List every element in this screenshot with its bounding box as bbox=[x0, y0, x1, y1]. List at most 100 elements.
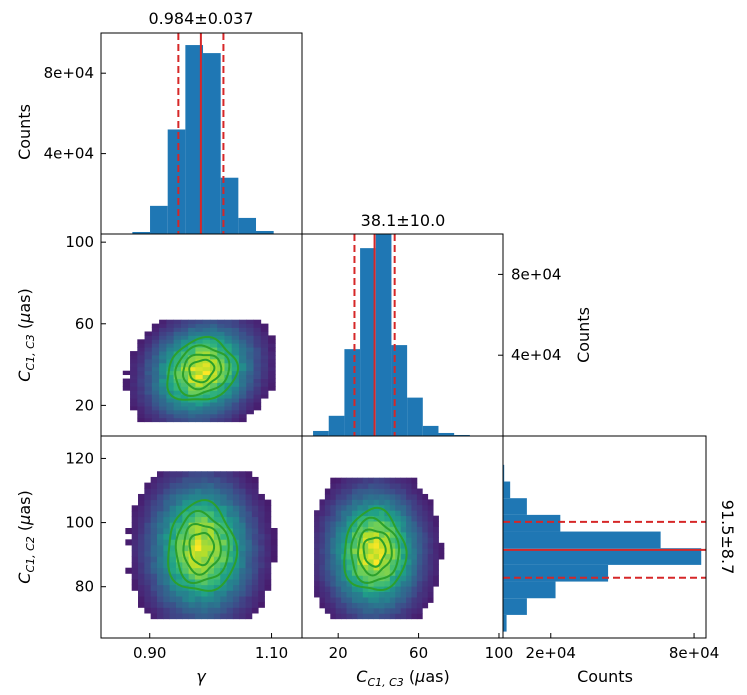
c13-c12-cell-23-11 bbox=[373, 488, 380, 495]
gamma-c13-cell-5-15 bbox=[209, 398, 218, 403]
gamma-c13-cell-10-19 bbox=[238, 378, 247, 383]
c13-c12-cell-18-7 bbox=[351, 515, 358, 522]
gamma-hist-bar-7 bbox=[256, 230, 274, 234]
gamma-c13-cell-9-7 bbox=[151, 382, 160, 387]
gamma-c13-cell-15-20 bbox=[246, 358, 254, 364]
gamma-c12-cell-3-14 bbox=[213, 596, 221, 603]
gamma-c13-cell-16-6 bbox=[144, 355, 153, 360]
gamma-c12-cell-20-8 bbox=[175, 499, 183, 506]
gamma-c12-cell-5-1 bbox=[131, 584, 139, 591]
gamma-c13-cell-12-8 bbox=[159, 370, 167, 376]
gamma-c12-cell-0-5 bbox=[156, 613, 164, 620]
c13-c12-cell-17-20 bbox=[422, 521, 429, 527]
gamma-c13-cell-16-16 bbox=[217, 355, 225, 360]
c13-c12-cell-16-0 bbox=[314, 526, 320, 533]
gamma-c12-cell-9-20 bbox=[251, 562, 259, 569]
c13-c12-cell-12-16 bbox=[400, 548, 407, 555]
gamma-c12-cell-7-21 bbox=[258, 573, 265, 580]
c13-c12-cell-5-7 bbox=[351, 586, 358, 593]
c13-c12-cell-8-17 bbox=[406, 569, 412, 576]
gamma-c13-cell-23-15 bbox=[209, 327, 218, 332]
gamma-c12-cell-14-14 bbox=[213, 533, 221, 540]
gamma-c12-cell-2-3 bbox=[144, 601, 152, 608]
gamma-c13-cell-20-15 bbox=[209, 339, 218, 344]
gamma-c13-cell-2-10 bbox=[173, 409, 182, 415]
gamma-c13-cell-17-12 bbox=[188, 351, 196, 356]
gamma-c13-cell-8-19 bbox=[238, 386, 247, 391]
gamma-c13-cell-1-11 bbox=[180, 413, 189, 419]
gamma-c13-cell-14-8 bbox=[159, 362, 167, 368]
c13-c12-cell-19-14 bbox=[389, 510, 396, 517]
gamma-c13-cell-2-16 bbox=[217, 409, 225, 415]
c13-c12-cell-24-6 bbox=[346, 483, 353, 489]
c13-c12-cell-0-13 bbox=[384, 613, 391, 620]
c13-c12-cell-6-22 bbox=[433, 580, 439, 587]
c13-c12-cell-25-15 bbox=[395, 477, 402, 484]
gamma-c13-cell-14-14 bbox=[202, 362, 211, 368]
c13-c12-cell-7-10 bbox=[368, 575, 374, 582]
gamma-c12-cell-21-4 bbox=[150, 493, 158, 501]
c13-c12-cell-22-16 bbox=[400, 493, 407, 500]
c13-c12-cell-8-19 bbox=[416, 569, 423, 576]
c13-c12-cell-18-17 bbox=[406, 515, 412, 522]
gamma-c12-cell-18-20 bbox=[251, 510, 259, 518]
c12-hist-title: 91.5±8.7 bbox=[718, 500, 737, 574]
gamma-c12-cell-14-4 bbox=[150, 533, 158, 540]
gamma-c13-cell-11-9 bbox=[166, 374, 175, 379]
c13-c12-cell-14-3 bbox=[330, 537, 337, 544]
gamma-c12-cell-21-17 bbox=[232, 493, 240, 501]
gamma-c13-cell-22-20 bbox=[246, 331, 254, 336]
c13-c12-cell-19-0 bbox=[314, 510, 320, 517]
gamma-c13-cell-23-16 bbox=[217, 327, 225, 332]
gamma-hist-bar-3 bbox=[185, 45, 204, 235]
gamma-c12-cell-17-7 bbox=[169, 516, 177, 523]
gamma-c13-cell-6-15 bbox=[209, 394, 218, 399]
gamma-c12-cell-19-7 bbox=[169, 505, 177, 512]
gamma-c12-cell-19-11 bbox=[194, 505, 202, 512]
gamma-c12-xtick-label-1: 1.10 bbox=[255, 644, 288, 662]
gamma-c13-cell-6-18 bbox=[231, 394, 240, 399]
gamma-c13-cell-3-21 bbox=[253, 406, 262, 411]
gamma-c13-cell-11-19 bbox=[238, 374, 247, 379]
gamma-c12-cell-18-9 bbox=[182, 510, 190, 518]
gamma-c12-cell-13-14 bbox=[213, 539, 221, 546]
gamma-c13-cell-16-9 bbox=[166, 355, 175, 360]
gamma-hist-bar-1 bbox=[150, 205, 168, 234]
gamma-c13-cell-24-18 bbox=[231, 323, 240, 328]
gamma-c12-cell-4-8 bbox=[175, 590, 183, 597]
gamma-c12-cell-6-19 bbox=[245, 579, 253, 586]
gamma-c13-cell-6-4 bbox=[130, 394, 138, 399]
gamma-c13-cell-7-6 bbox=[144, 390, 153, 395]
gamma-c12-cell-5-3 bbox=[144, 584, 152, 591]
gamma-c13-cell-3-19 bbox=[238, 406, 247, 411]
gamma-c13-cell-23-13 bbox=[195, 327, 204, 332]
gamma-c13-cell-25-9 bbox=[166, 319, 175, 325]
c13-c12-cell-12-22 bbox=[433, 548, 439, 555]
c13-c12-cell-3-9 bbox=[362, 597, 369, 603]
c13-c12-cell-3-7 bbox=[351, 597, 358, 603]
c13-c12-cell-9-13 bbox=[384, 564, 391, 571]
c13-c12-cell-4-21 bbox=[427, 591, 434, 598]
gamma-c13-cell-8-3 bbox=[122, 386, 131, 391]
gamma-c13-cell-1-12 bbox=[188, 413, 196, 419]
gamma-c13-cell-2-13 bbox=[195, 409, 204, 415]
c13-c12-cell-1-13 bbox=[384, 607, 391, 614]
gamma-c12-cell-24-4 bbox=[150, 476, 158, 484]
c13-c12-cell-22-10 bbox=[368, 493, 374, 500]
gamma-c13-cell-4-20 bbox=[246, 402, 254, 407]
gamma-c12-cell-11-3 bbox=[144, 550, 152, 557]
gamma-c13-cell-22-10 bbox=[173, 331, 182, 336]
gamma-c12-cell-13-16 bbox=[226, 539, 234, 546]
gamma-c12-cell-15-21 bbox=[258, 527, 265, 535]
c13-c12-cell-16-8 bbox=[357, 526, 364, 533]
gamma-c12-cell-17-20 bbox=[251, 516, 259, 523]
c13-c12-cell-20-6 bbox=[346, 504, 353, 511]
gamma-c12-cell-6-4 bbox=[150, 579, 158, 586]
gamma-c13-cell-15-10 bbox=[173, 358, 182, 364]
c13-c12-cell-9-22 bbox=[433, 564, 439, 571]
gamma-c12-cell-13-11 bbox=[194, 539, 202, 546]
gamma-c13-cell-8-22 bbox=[260, 386, 269, 391]
gamma-c13-cell-24-12 bbox=[188, 323, 196, 328]
c13-c12-cell-14-11 bbox=[373, 537, 380, 544]
gamma-c12-cell-23-20 bbox=[251, 482, 259, 489]
